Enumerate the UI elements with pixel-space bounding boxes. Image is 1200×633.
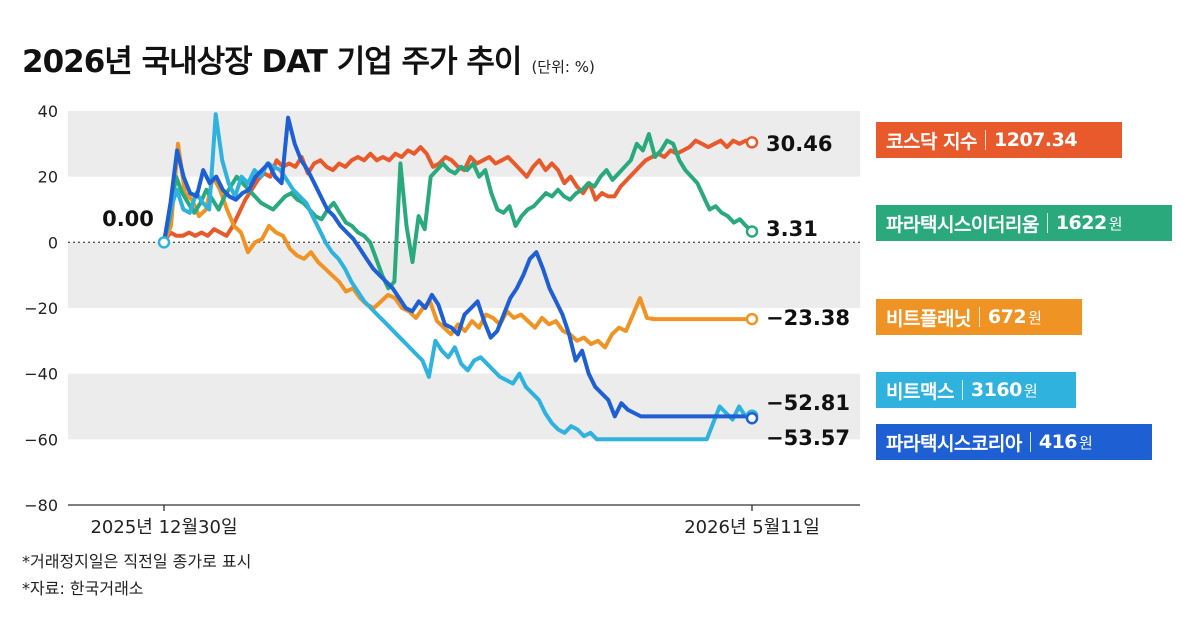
chart-title: 2026년 국내상장 DAT 기업 주가 추이	[22, 44, 522, 80]
legend-separator	[1029, 432, 1031, 452]
legend-item-0: 코스닥 지수 1207.34	[876, 122, 1122, 158]
end-value-label-3: −52.81	[766, 391, 850, 415]
legend-item-2: 비트플래닛 672 원	[876, 299, 1082, 335]
start-marker	[157, 236, 171, 249]
legend-value-unit: 원	[1079, 434, 1093, 452]
series-line-4	[162, 115, 754, 421]
end-value-label-2: −23.38	[766, 306, 850, 330]
band-1	[68, 242, 860, 308]
end-value-label-0: 30.46	[766, 132, 832, 156]
y-tick-label: −60	[24, 430, 58, 449]
footnote-source: *자료: 한국거래소	[22, 579, 144, 598]
legend-separator	[961, 380, 963, 400]
end-marker-0	[745, 136, 759, 149]
legend-item-3: 비트맥스 3160 원	[876, 372, 1076, 408]
legend-name: 코스닥 지수	[886, 130, 978, 153]
legend-value: 1207.34	[994, 129, 1078, 151]
legend-value-unit: 원	[1023, 382, 1038, 400]
end-value-label-1: 3.31	[766, 217, 818, 241]
legend-name: 비트맥스	[886, 380, 954, 403]
footnote-suspension: *거래정지일은 직전일 종가로 표시	[22, 552, 252, 571]
unit-label: (단위: %)	[531, 58, 595, 76]
legend-separator	[1046, 213, 1048, 233]
legend-value: 1622 원	[1055, 212, 1123, 234]
series-line-2	[162, 141, 754, 350]
title-row: 2026년 국내상장 DAT 기업 주가 추이 (단위: %)	[22, 36, 595, 81]
legend-name: 비트플래닛	[886, 307, 971, 330]
legend-value: 3160 원	[970, 379, 1038, 401]
y-tick-label: −80	[24, 496, 58, 515]
y-tick-label: −40	[24, 365, 58, 384]
x-tick-label-end: 2026년 5월11일	[684, 517, 820, 538]
legend-value-unit: 원	[1108, 215, 1123, 233]
end-value-label-4: −53.57	[766, 426, 850, 450]
y-tick-label: 40	[38, 102, 58, 121]
start-value-label: 0.00	[102, 207, 154, 231]
legend-value-unit: 원	[1028, 309, 1042, 327]
footnotes: *거래정지일은 직전일 종가로 표시 *자료: 한국거래소	[22, 548, 251, 602]
end-marker-1	[745, 225, 759, 238]
y-tick-label: 20	[38, 168, 58, 187]
chart-labels: 0.00 30.46 3.31 −23.38 −52.81 −53.57	[102, 132, 850, 450]
legend-value: 672 원	[987, 306, 1042, 328]
legend-name: 파라택시스이더리움	[886, 213, 1039, 236]
chart-axes: 40 20 0 −20 −40 −60 −80 2025년 12월30일 2026년 5월11일	[24, 102, 860, 538]
legend-separator	[985, 130, 987, 150]
end-marker-2	[745, 312, 759, 326]
end-marker-4	[745, 411, 759, 425]
series-line-3	[162, 112, 754, 442]
legend-name: 파라택시스코리아	[886, 432, 1022, 455]
series-lines	[157, 112, 759, 442]
x-tick-label-start: 2025년 12월30일	[90, 517, 237, 538]
series-line-1	[162, 132, 754, 291]
background-bands	[68, 111, 860, 440]
band-2	[68, 373, 860, 440]
y-tick-label: 0	[48, 233, 58, 252]
legend-separator	[978, 307, 980, 327]
y-tick-label: −20	[24, 299, 58, 318]
legend-item-1: 파라택시스이더리움 1622 원	[876, 205, 1172, 241]
legend-value: 416 원	[1038, 431, 1093, 453]
legend-item-4: 파라택시스코리아 416 원	[876, 424, 1152, 460]
